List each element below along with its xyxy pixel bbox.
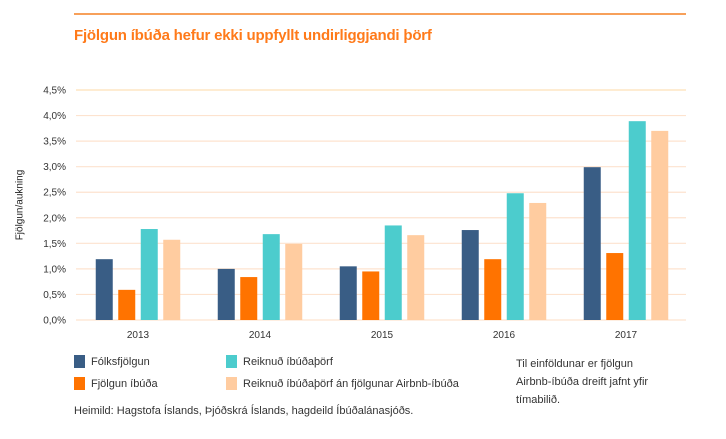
y-tick-label: 4,5% (43, 86, 66, 97)
legend-item-1: Fjölgun íbúða (74, 377, 158, 390)
y-tick-label: 4,0% (43, 111, 66, 122)
legend-label: Fjölgun íbúða (91, 377, 158, 390)
legend-label: Reiknuð íbúðaþörf (243, 355, 333, 368)
legend-swatch (226, 355, 237, 368)
y-tick-label: 2,5% (43, 188, 66, 199)
legend-swatch (74, 377, 85, 390)
x-tick-label: 2015 (371, 330, 394, 341)
footnote: Til einföldunar er fjölgun Airbnb-íbúða … (516, 358, 649, 406)
x-tick-label: 2013 (127, 330, 150, 341)
x-tick-label: 2017 (615, 330, 638, 341)
bar-2014-2 (262, 234, 280, 320)
legend-item-0: Fólksfjölgun (74, 355, 150, 368)
bar-2013-2 (140, 229, 158, 320)
y-tick-label: 0,0% (43, 316, 66, 327)
bar-2016-1 (484, 259, 502, 320)
bar-2013-3 (163, 239, 181, 320)
y-tick-label: 3,5% (43, 137, 66, 148)
bar-2013-1 (118, 289, 136, 320)
bar-2016-3 (529, 202, 547, 320)
y-tick-label: 3,0% (43, 162, 66, 173)
bar-2014-0 (217, 268, 235, 320)
legend-swatch (74, 355, 85, 368)
bar-2014-3 (285, 243, 303, 320)
legend-label: Fólksfjölgun (91, 355, 150, 368)
top-rule (74, 13, 686, 15)
y-tick-label: 2,0% (43, 213, 66, 224)
bar-2017-2 (628, 121, 646, 320)
bar-2015-3 (407, 235, 425, 320)
bar-2017-3 (651, 130, 669, 320)
x-tick-label: 2014 (249, 330, 272, 341)
bar-2016-2 (506, 193, 524, 320)
legend-swatch (226, 377, 237, 390)
y-tick-label: 0,5% (43, 290, 66, 301)
bar-2017-0 (583, 167, 601, 320)
bar-2015-0 (339, 266, 357, 320)
bar-2015-2 (384, 225, 402, 320)
bar-2017-1 (606, 253, 624, 320)
bar-2013-0 (95, 259, 113, 320)
chart-title: Fjölgun íbúða hefur ekki uppfyllt undirl… (74, 27, 432, 44)
x-tick-label: 2016 (493, 330, 516, 341)
bar-2015-1 (362, 271, 380, 320)
legend-item-2: Reiknuð íbúðaþörf (226, 355, 333, 368)
bar-2014-1 (240, 277, 258, 320)
bar-2016-0 (461, 230, 479, 320)
legend-label: Reiknuð íbúðaþörf án fjölgunar Airbnb-íb… (243, 377, 459, 390)
legend-item-3: Reiknuð íbúðaþörf án fjölgunar Airbnb-íb… (226, 377, 459, 390)
source-note: Heimild: Hagstofa Íslands, Þjóðskrá Ísla… (74, 405, 414, 417)
y-tick-label: 1,5% (43, 239, 66, 250)
y-tick-label: 1,0% (43, 264, 66, 275)
